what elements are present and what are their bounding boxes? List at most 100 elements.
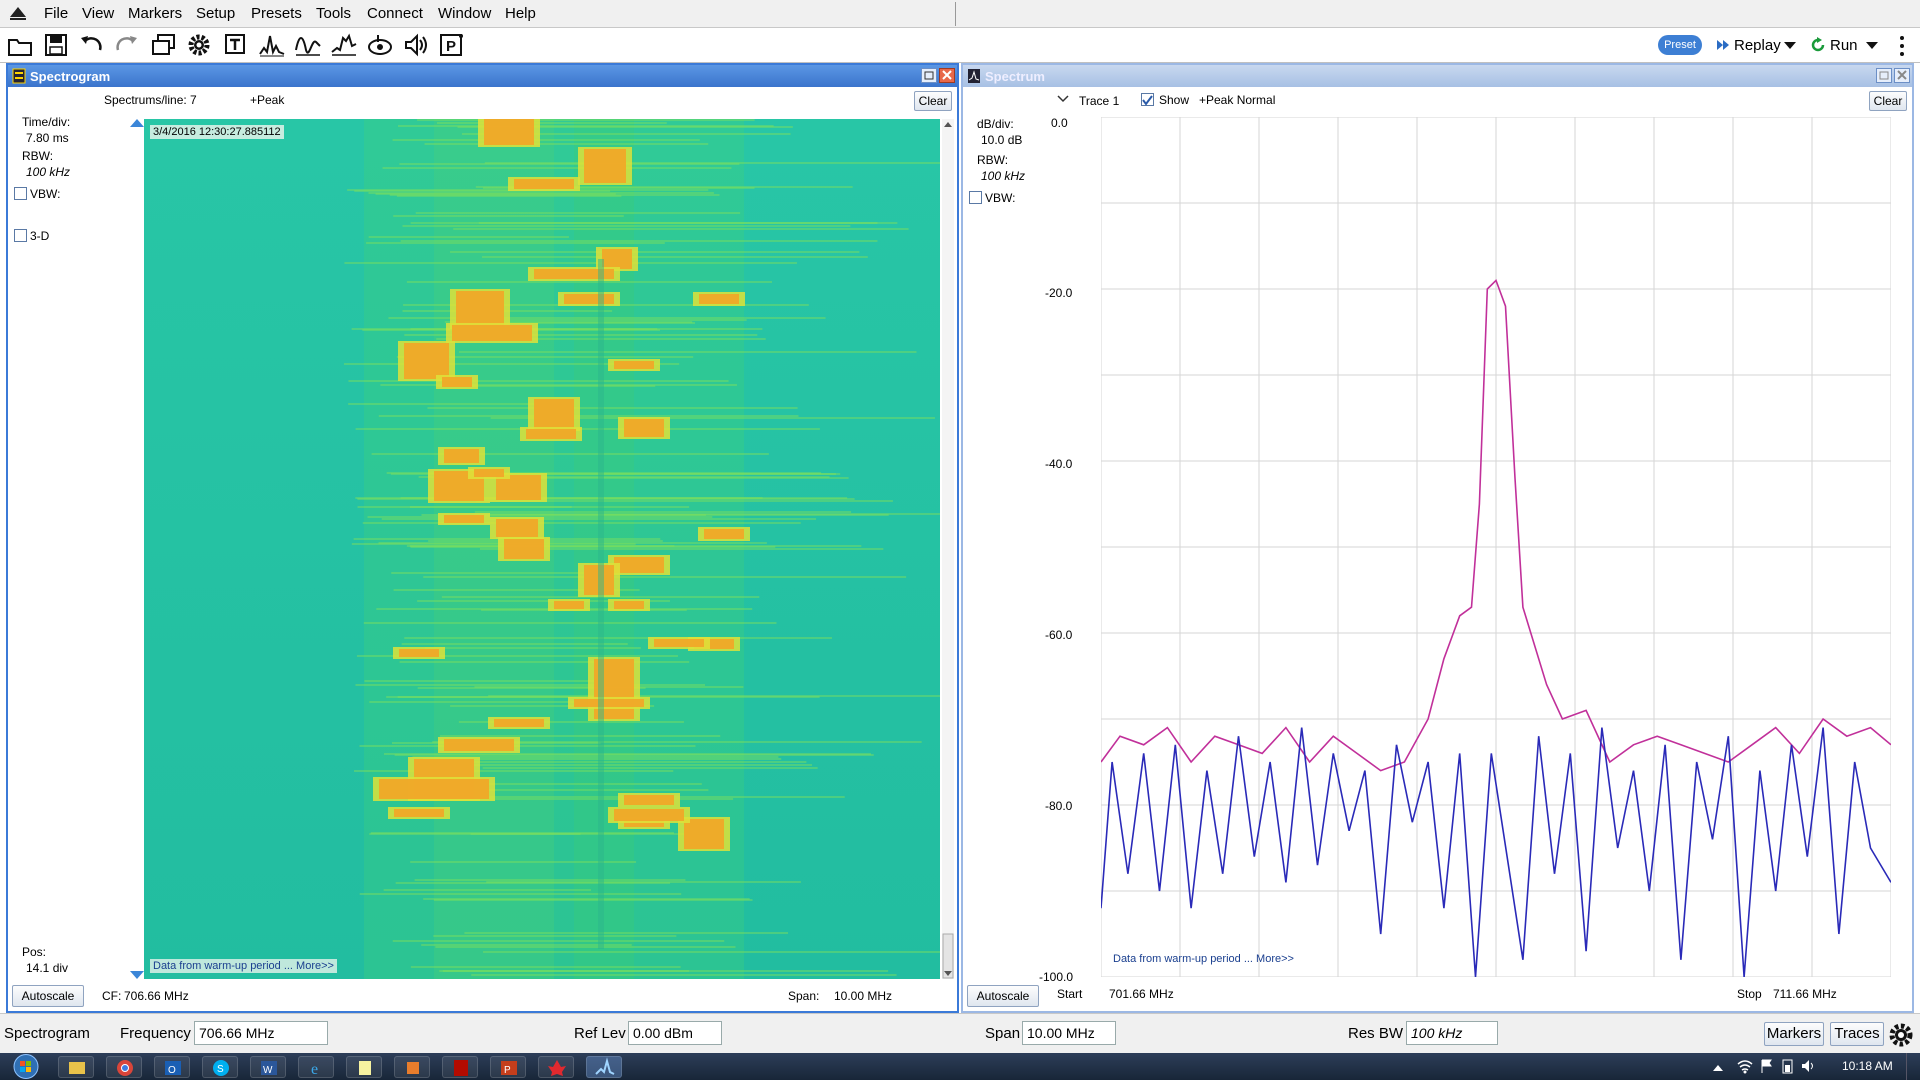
spectrogram-band — [526, 429, 576, 439]
redo-icon[interactable] — [112, 32, 140, 58]
spectrogram-band — [378, 542, 767, 544]
time-div-value[interactable]: 7.80 ms — [26, 131, 69, 145]
word-icon[interactable]: W — [250, 1056, 286, 1078]
menu-connect[interactable]: Connect — [367, 5, 423, 22]
cf-value[interactable]: 706.66 MHz — [124, 989, 189, 1003]
spectrum-clear-button[interactable]: Clear — [1869, 91, 1907, 111]
wifi-icon[interactable] — [1736, 1058, 1754, 1074]
trace-dropdown-icon[interactable] — [1057, 95, 1069, 103]
save-icon[interactable] — [42, 32, 70, 58]
menu-tools[interactable]: Tools — [316, 5, 352, 22]
three-d-checkbox[interactable] — [14, 229, 27, 242]
traces-button[interactable]: Traces — [1830, 1022, 1884, 1046]
spectrogram-band — [484, 119, 534, 145]
settings-icon[interactable] — [185, 32, 213, 58]
span-field[interactable]: 10.00 MHz — [1022, 1021, 1116, 1045]
spectrogram-band — [348, 403, 567, 405]
ie-icon[interactable]: e — [298, 1056, 334, 1078]
spectrogram-restore-button[interactable] — [921, 68, 937, 83]
spectrogram-band — [475, 186, 853, 188]
chrome-icon[interactable] — [106, 1056, 142, 1078]
spectrogram-band — [474, 511, 852, 513]
spectrum-restore-button[interactable] — [1876, 68, 1892, 83]
spectrogram-band — [394, 754, 874, 756]
undo-icon[interactable] — [78, 32, 106, 58]
audio-icon[interactable] — [402, 32, 430, 58]
tray-arrow-icon[interactable] — [1712, 1061, 1724, 1071]
spectrogram-span-value[interactable]: 10.00 MHz — [834, 989, 893, 1003]
db-div-value[interactable]: 10.0 dB — [981, 133, 1023, 147]
replay-button[interactable]: Replay — [1716, 35, 1798, 57]
spectrum-icon[interactable] — [330, 32, 358, 58]
spectrogram-title-bar: Spectrogram — [8, 65, 957, 87]
resbw-field[interactable]: 100 kHz — [1406, 1021, 1498, 1045]
preset-button[interactable]: Preset — [1658, 35, 1702, 55]
spectrogram-plot[interactable] — [144, 119, 940, 979]
spectrogram-close-button[interactable] — [939, 68, 955, 83]
signalvu-icon[interactable] — [586, 1056, 622, 1078]
menu-presets[interactable]: Presets — [251, 5, 302, 22]
menu-file[interactable]: File — [44, 5, 69, 22]
windows-icon[interactable] — [150, 32, 178, 58]
spectrogram-band — [444, 321, 693, 323]
spectrogram-warmup-note[interactable]: Data from warm-up period ... More>> — [150, 959, 337, 973]
menu-setup[interactable]: Setup — [196, 5, 236, 22]
app-icon[interactable] — [8, 5, 28, 21]
measure-icon[interactable] — [294, 32, 322, 58]
menu-markers[interactable]: Markers — [128, 5, 183, 22]
spectrogram-band — [380, 384, 737, 386]
trace-mode[interactable]: +Peak Normal — [1199, 93, 1276, 107]
powerpoint-icon[interactable]: P — [490, 1056, 526, 1078]
menu-window[interactable]: Window — [438, 5, 492, 22]
menu-view[interactable]: View — [82, 5, 115, 22]
spectrum-plot[interactable] — [1101, 117, 1891, 977]
stop-value[interactable]: 711.66 MHz — [1773, 987, 1837, 1001]
spectrum-rbw-value[interactable]: 100 kHz — [981, 169, 1026, 183]
show-checkbox[interactable] — [1141, 93, 1154, 106]
vbw-checkbox[interactable] — [14, 187, 27, 200]
spectrogram-band — [614, 361, 654, 369]
spectrum-warmup-note[interactable]: Data from warm-up period ... More>> — [1113, 953, 1294, 965]
trigger-icon[interactable] — [222, 32, 250, 58]
spectrogram-band — [440, 761, 807, 763]
spectrogram-clear-button[interactable]: Clear — [914, 91, 952, 111]
spectrogram-band — [471, 974, 897, 976]
frequency-field[interactable]: 706.66 MHz — [194, 1021, 328, 1045]
pos-value[interactable]: 14.1 div — [26, 961, 69, 975]
more-options-icon[interactable] — [1898, 34, 1906, 58]
dpx-icon[interactable] — [258, 32, 286, 58]
acrobat-icon[interactable] — [442, 1056, 478, 1078]
rbw-value[interactable]: 100 kHz — [26, 165, 71, 179]
battery-icon[interactable] — [1780, 1058, 1796, 1074]
reflev-field[interactable]: 0.00 dBm — [628, 1021, 722, 1045]
skype-icon[interactable]: S — [202, 1056, 238, 1078]
spectrogram-autoscale-button[interactable]: Autoscale — [12, 985, 84, 1007]
notepad-icon[interactable] — [346, 1056, 382, 1078]
volume-icon[interactable] — [1800, 1058, 1816, 1074]
paint-icon[interactable] — [394, 1056, 430, 1078]
show-desktop-button[interactable] — [1906, 1053, 1920, 1080]
spectrum-close-button[interactable] — [1894, 68, 1910, 83]
start-value[interactable]: 701.66 MHz — [1109, 987, 1174, 1001]
preset-p-icon[interactable]: P — [438, 32, 466, 58]
settings-gear-icon[interactable] — [1888, 1022, 1914, 1048]
trace-label[interactable]: Trace 1 — [1079, 94, 1120, 108]
start-orb-icon[interactable] — [6, 1053, 46, 1080]
scrollbar-thumb[interactable] — [942, 119, 954, 979]
clock[interactable]: 10:18 AM — [1842, 1059, 1893, 1073]
open-icon[interactable] — [6, 32, 34, 58]
spectrogram-band — [417, 119, 755, 121]
outlook-icon[interactable]: O — [154, 1056, 190, 1078]
position-slider[interactable] — [130, 119, 144, 979]
spectrogram-scrollbar[interactable] — [942, 119, 954, 979]
markers-button[interactable]: Markers — [1764, 1022, 1824, 1046]
menu-help[interactable]: Help — [505, 5, 536, 22]
flag-icon[interactable] — [1760, 1058, 1774, 1074]
spectrogram-band — [482, 767, 818, 769]
maple-icon[interactable] — [538, 1056, 574, 1078]
explorer-icon[interactable] — [58, 1056, 94, 1078]
run-button[interactable]: Run — [1810, 35, 1882, 57]
spectrum-vbw-checkbox[interactable] — [969, 191, 982, 204]
record-icon[interactable] — [366, 32, 394, 58]
spectrum-autoscale-button[interactable]: Autoscale — [967, 985, 1039, 1007]
